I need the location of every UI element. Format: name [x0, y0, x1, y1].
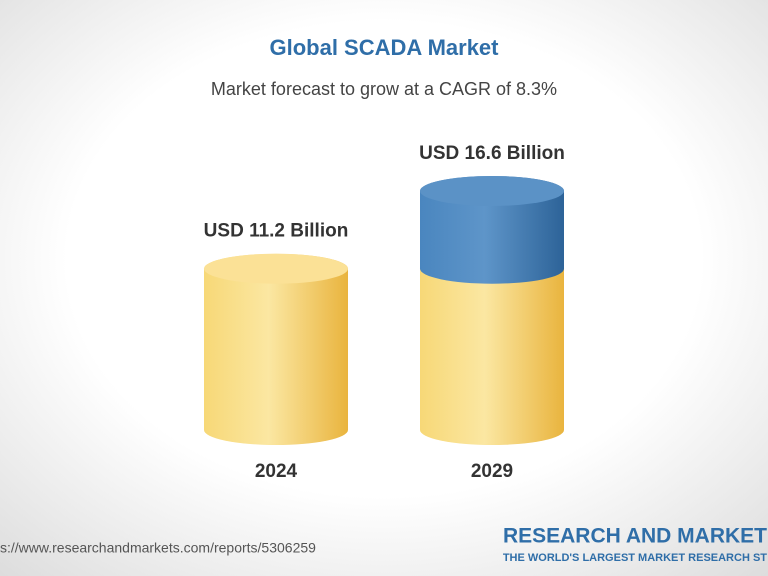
x-tick-label: 2024	[255, 461, 298, 482]
plot-area: USD 11.2 Billion 2024 USD 16.6 Billion 2029	[204, 143, 565, 482]
cylinder-top	[204, 253, 348, 284]
cylinder-top	[420, 175, 564, 206]
x-tick-label: 2029	[471, 461, 513, 482]
logo-name: RESEARCH AND MARKET	[503, 525, 767, 548]
logo-tagline: THE WORLD'S LARGEST MARKET RESEARCH ST	[503, 552, 767, 564]
source-url: s://www.researchandmarkets.com/reports/5…	[0, 540, 316, 556]
value-label: USD 11.2 Billion	[204, 221, 349, 242]
cylinder-base	[420, 253, 564, 445]
chart-subtitle: Market forecast to grow at a CAGR of 8.3…	[211, 79, 557, 99]
chart-title: Global SCADA Market	[269, 35, 499, 60]
cylinder	[420, 175, 564, 445]
cylinder-base	[204, 253, 348, 445]
cylinder	[204, 253, 348, 445]
value-label: USD 16.6 Billion	[419, 143, 565, 164]
